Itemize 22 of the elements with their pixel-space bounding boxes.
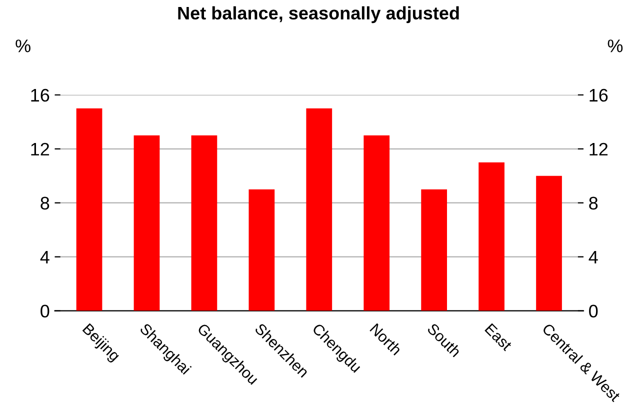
bar (306, 108, 332, 311)
y2-tick-label: 4 (588, 250, 598, 264)
bar (134, 135, 160, 311)
bar (478, 162, 504, 311)
y-tick-label: 16 (31, 88, 50, 102)
chart-title: Net balance, seasonally adjusted (178, 6, 459, 24)
y2-tick-label: 12 (590, 142, 608, 156)
y-axis-title: % (16, 40, 30, 52)
bar (364, 135, 390, 311)
y2-tick-label: 16 (590, 88, 608, 102)
bar (248, 189, 275, 311)
bar (536, 176, 562, 311)
bar (76, 108, 102, 311)
y2-tick-label: 0 (589, 304, 598, 318)
bar (421, 189, 448, 311)
y-tick-label: 0 (40, 304, 50, 318)
y2-axis-title: % (608, 40, 623, 52)
y-tick-label: 12 (31, 142, 50, 156)
bar (191, 135, 218, 311)
y-tick-label: 4 (40, 250, 50, 264)
y-tick-label: 8 (40, 196, 50, 210)
y2-tick-label: 8 (589, 196, 598, 210)
